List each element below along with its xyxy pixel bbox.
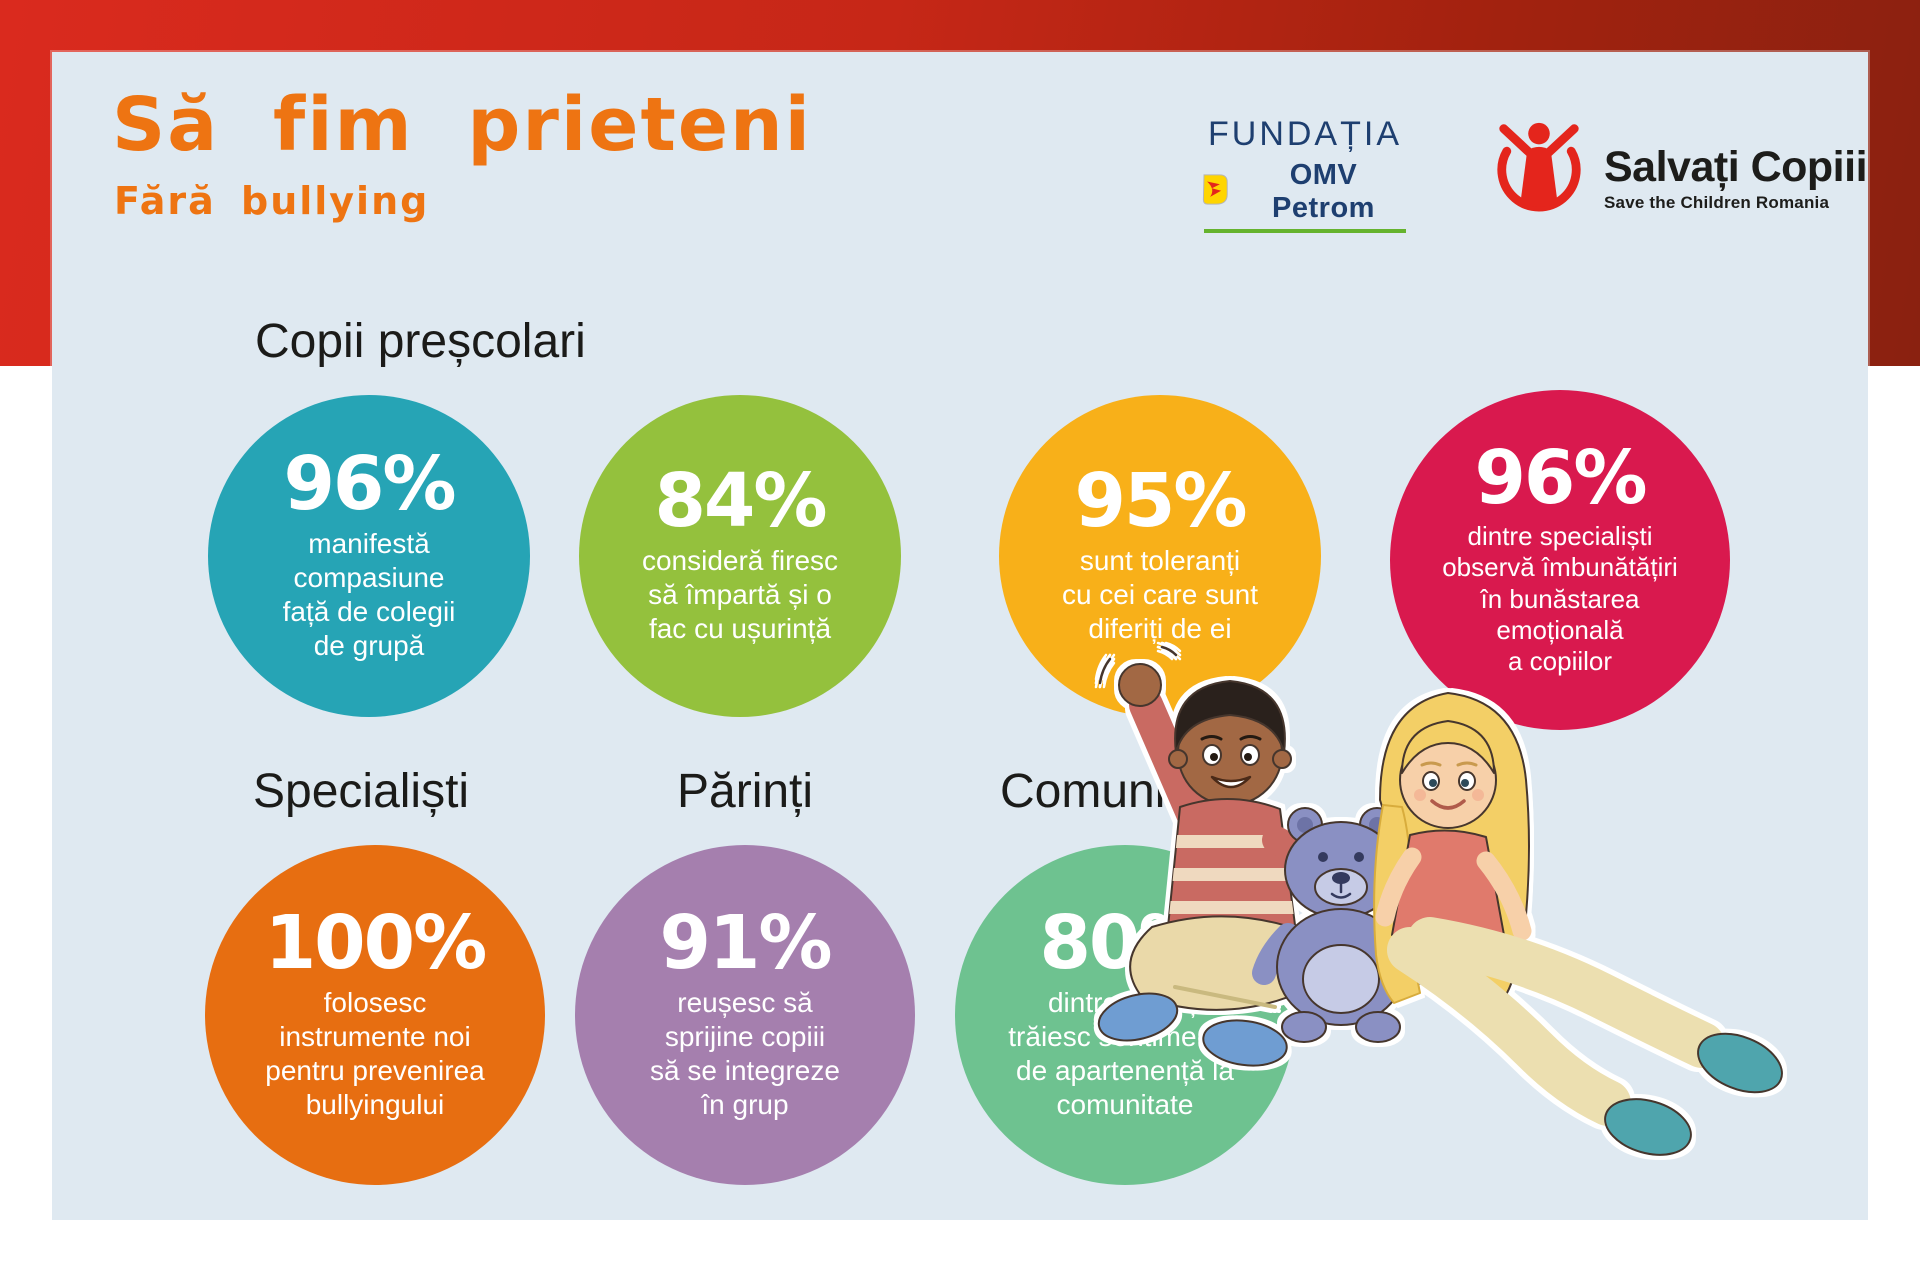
stat-description: consideră firesc să împartă și o fac cu …	[641, 544, 839, 645]
stat-circle-tolerance: 95% sunt toleranți cu cei care sunt dife…	[999, 395, 1321, 717]
stat-description: reușesc să sprijine copiii să se integre…	[650, 986, 840, 1121]
stat-value: 100%	[264, 899, 488, 986]
salvati-copiii-logo: Salvați Copiii Save the Children Romania	[1492, 112, 1868, 213]
fundatia-omv-petrom-logo: FUNDAȚIA OMV Petrom	[1200, 115, 1410, 234]
stat-value: 95%	[1074, 457, 1247, 544]
stat-description: manifestă compasiune față de colegii de …	[282, 527, 456, 662]
stat-circle-compassion: 96% manifestă compasiune față de colegii…	[208, 395, 530, 717]
omv-green-underline	[1204, 229, 1406, 234]
stat-value: 84%	[654, 457, 827, 544]
stat-value: 91%	[659, 899, 832, 986]
stat-description: dintre specialiști observă îmbunătățiri …	[1442, 521, 1678, 676]
stat-description: sunt toleranți cu cei care sunt diferiți…	[1061, 544, 1259, 645]
section-heading-specialists: Specialiști	[253, 765, 470, 818]
fundatia-wordmark: FUNDAȚIA	[1208, 115, 1402, 153]
salvati-copiii-tagline: Save the Children Romania	[1604, 193, 1830, 212]
save-the-children-mark-icon	[1492, 112, 1586, 212]
stat-description: folosesc instrumente noi pentru prevenir…	[265, 986, 485, 1121]
stat-value: 96%	[1474, 434, 1647, 521]
stat-circle-support-integration: 91% reușesc să sprijine copiii să se int…	[575, 845, 915, 1185]
two-children-with-teddy-bear	[1080, 635, 1870, 1230]
stat-value: 96%	[283, 440, 456, 527]
stat-circle-new-tools: 100% folosesc instrumente noi pentru pre…	[205, 845, 545, 1185]
section-heading-parents: Părinți	[677, 765, 814, 818]
stat-circle-wellbeing: 96% dintre specialiști observă îmbunătăț…	[1390, 390, 1730, 730]
section-heading-preschool: Copii preșcolari	[255, 315, 586, 368]
salvati-copiii-wordmark: Salvați Copiii	[1604, 143, 1868, 191]
omv-petrom-wordmark: OMV Petrom	[1272, 159, 1375, 225]
poster-subtitle: Fără bullying	[114, 179, 430, 223]
poster-title: Să fim prieteni	[112, 82, 813, 168]
omv-petrom-shield-icon	[1200, 173, 1230, 211]
stat-circle-sharing: 84% consideră firesc să împartă și o fac…	[579, 395, 901, 717]
